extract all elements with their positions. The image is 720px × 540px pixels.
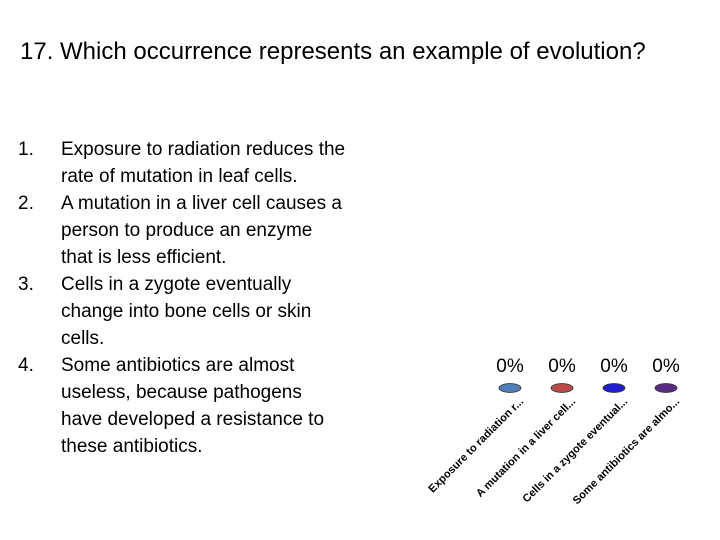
- answer-option-1[interactable]: 1. Exposure to radiation reduces the rat…: [18, 136, 348, 190]
- answer-number: 4.: [18, 355, 34, 376]
- answer-list: 1. Exposure to radiation reduces the rat…: [18, 136, 348, 460]
- answer-number: 3.: [18, 274, 34, 295]
- question-title: 17. Which occurrence represents an examp…: [20, 38, 646, 65]
- answer-text: Exposure to radiation reduces the rate o…: [61, 139, 346, 187]
- response-category-label: A mutation in a liver cell...: [474, 396, 578, 500]
- response-category-label: Cells in a zygote eventual...: [520, 396, 630, 506]
- response-category-label: Some antibiotics are almo...: [571, 396, 682, 507]
- response-percent-label: 0%: [548, 356, 576, 377]
- response-percent-label: 0%: [652, 356, 680, 377]
- response-percent-label: 0%: [496, 356, 524, 377]
- response-bar-base: [602, 383, 626, 393]
- answer-option-2[interactable]: 2. A mutation in a liver cell causes a p…: [18, 190, 348, 271]
- response-percent-label: 0%: [600, 356, 628, 377]
- answer-option-3[interactable]: 3. Cells in a zygote eventually change i…: [18, 271, 348, 352]
- response-bar-base: [550, 383, 574, 393]
- answer-number: 2.: [18, 193, 34, 214]
- answer-option-4[interactable]: 4. Some antibiotics are almost useless, …: [18, 352, 348, 460]
- answer-text: Some antibiotics are almost useless, bec…: [61, 355, 325, 457]
- response-category-label: Exposure to radiation r...: [426, 396, 526, 496]
- answer-number: 1.: [18, 139, 34, 160]
- response-bar-base: [498, 383, 522, 393]
- answer-text: A mutation in a liver cell causes a pers…: [61, 193, 342, 268]
- answer-text: Cells in a zygote eventually change into…: [61, 274, 312, 349]
- response-bar-base: [654, 383, 678, 393]
